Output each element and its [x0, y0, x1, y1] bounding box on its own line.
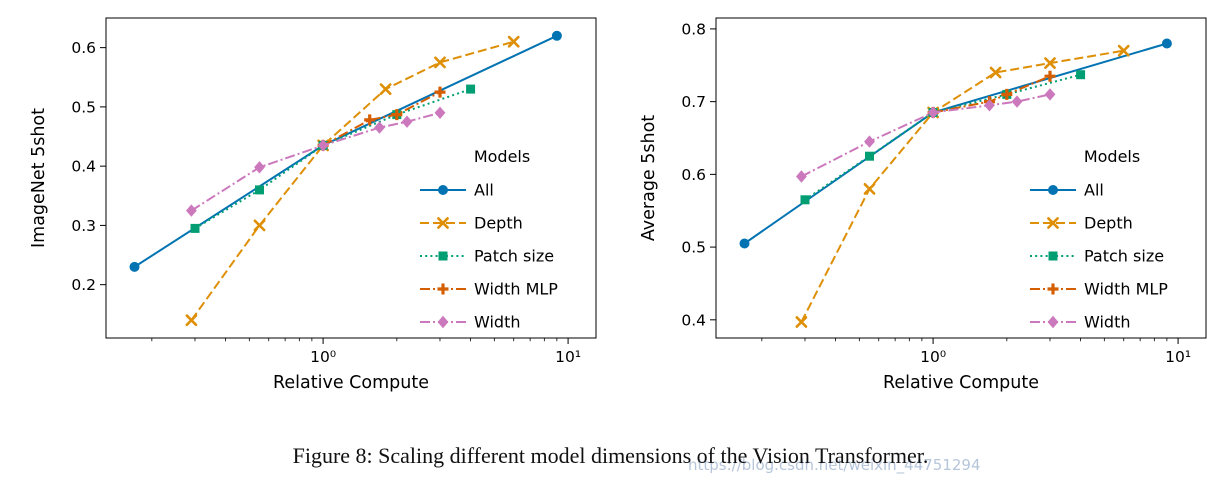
y-tick-label: 0.7 — [681, 93, 706, 111]
marker-plus — [391, 109, 403, 121]
average-5shot-chart: 10⁰ 10¹ 0.4 0.5 0.6 0.7 0.8 Relative Compute Ave… — [639, 17, 1207, 393]
series-line-width-mlp — [932, 75, 1051, 114]
watermark: https://blog.csdn.net/weixin_44751294 — [688, 456, 981, 474]
x-tick-label: 10⁰ — [920, 348, 946, 366]
marker-diamond — [437, 315, 449, 329]
series-line-patch-size — [194, 88, 471, 230]
marker-diamond — [796, 170, 807, 183]
marker-plus — [1044, 70, 1056, 82]
marker-x — [185, 314, 198, 327]
legend-label: Width MLP — [474, 280, 558, 299]
marker-diamond — [434, 106, 446, 119]
y-axis-label: ImageNet 5shot — [29, 108, 49, 248]
legend-label: Width MLP — [1084, 280, 1168, 299]
marker-x — [989, 66, 1002, 79]
y-tick-label: 0.4 — [71, 158, 96, 176]
marker-square — [800, 195, 810, 205]
legend-title: Models — [474, 147, 530, 166]
legend-label: Depth — [1084, 214, 1133, 233]
legend-label: Width — [474, 313, 520, 332]
marker-circle — [1161, 38, 1172, 49]
marker-x — [379, 83, 392, 95]
x-tick-label: 10¹ — [1165, 348, 1191, 366]
marker-diamond — [1047, 315, 1059, 329]
legend-label: All — [1084, 181, 1104, 200]
x-tick-label: 10⁰ — [310, 348, 336, 366]
marker-plus — [1001, 88, 1013, 100]
marker-plus — [434, 86, 446, 98]
y-tick-label: 0.4 — [681, 311, 706, 329]
marker-diamond — [186, 204, 197, 217]
marker-plus — [364, 114, 376, 126]
marker-plus — [1047, 283, 1059, 295]
marker-circle — [551, 30, 562, 41]
y-tick-label: 0.5 — [71, 98, 96, 116]
plot-frame — [105, 17, 597, 339]
marker-diamond — [1044, 88, 1056, 101]
marker-circle — [739, 238, 750, 249]
marker-square — [1048, 251, 1058, 261]
series-line-depth — [190, 40, 514, 321]
x-axis-label: Relative Compute — [273, 373, 429, 393]
legend-label: Width — [1084, 313, 1130, 332]
marker-square — [255, 185, 264, 195]
marker-square — [438, 251, 448, 261]
series-line-width — [800, 93, 1051, 178]
marker-plus — [437, 283, 449, 295]
series-line-width — [190, 111, 441, 212]
marker-square — [1076, 70, 1086, 80]
series-line-depth — [800, 49, 1124, 323]
y-tick-label: 0.6 — [71, 39, 96, 57]
marker-diamond — [864, 135, 875, 148]
marker-diamond — [374, 121, 385, 134]
marker-circle — [129, 261, 140, 272]
y-tick-label: 0.3 — [71, 217, 96, 235]
marker-diamond — [984, 99, 995, 112]
marker-diamond — [1011, 95, 1023, 108]
x-axis-label: Relative Compute — [883, 373, 1039, 393]
marker-circle — [1048, 185, 1058, 195]
marker-x — [507, 35, 520, 48]
marker-diamond — [927, 106, 939, 119]
marker-diamond — [401, 115, 413, 128]
marker-circle — [438, 185, 448, 195]
marker-x — [437, 217, 449, 229]
y-tick-label: 0.5 — [681, 239, 706, 257]
y-tick-label: 0.8 — [681, 20, 706, 38]
marker-square — [466, 84, 476, 94]
marker-x — [795, 316, 808, 328]
marker-x — [434, 56, 446, 69]
legend: Models All Depth Patch size Width MLP Width — [1030, 147, 1168, 332]
imagenet-5shot-chart: 10⁰ 10¹ 0.2 0.3 0.4 0.5 0.6 Relative Compute Ima… — [29, 17, 597, 393]
plot-frame — [715, 17, 1207, 339]
marker-x — [1047, 217, 1059, 229]
marker-x — [863, 183, 876, 195]
y-tick-label: 0.6 — [681, 166, 706, 184]
legend-label: Patch size — [1084, 247, 1164, 266]
marker-diamond — [317, 139, 329, 152]
marker-x — [1117, 44, 1130, 57]
marker-square — [865, 151, 874, 161]
marker-square — [190, 223, 200, 233]
legend-label: Depth — [474, 214, 523, 233]
series-line-width-mlp — [322, 91, 441, 147]
legend-label: Patch size — [474, 247, 554, 266]
marker-diamond — [254, 161, 265, 174]
y-tick-label: 0.2 — [71, 276, 96, 294]
series-line-patch-size — [804, 73, 1081, 201]
y-axis-label: Average 5shot — [639, 115, 659, 241]
figure-caption: Figure 8: Scaling different model dimens… — [292, 443, 929, 468]
legend-label: All — [474, 181, 494, 200]
x-tick-label: 10¹ — [555, 348, 581, 366]
legend: Models All Depth Patch size Width MLP Width — [420, 147, 558, 332]
marker-x — [253, 219, 266, 232]
marker-x — [1044, 57, 1056, 69]
legend-title: Models — [1084, 147, 1140, 166]
